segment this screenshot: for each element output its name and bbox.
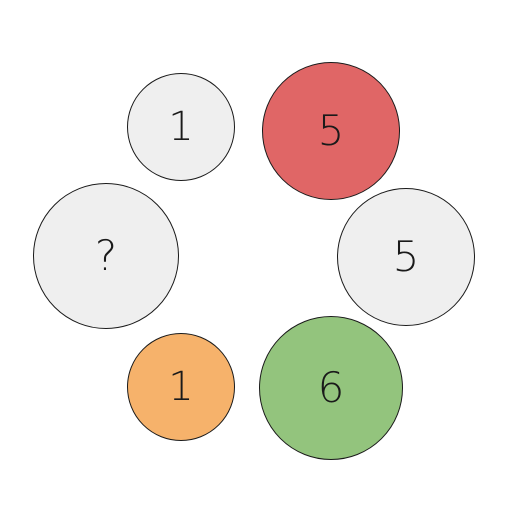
circle-top-right[interactable]: 5	[262, 62, 400, 200]
circle-bottom-left-number: 1	[168, 364, 194, 410]
circle-mid-left-question-mark: ?	[94, 231, 118, 280]
circle-top-left[interactable]: 1	[127, 73, 235, 181]
circle-bottom-left[interactable]: 1	[127, 333, 235, 441]
circle-top-left-number: 1	[168, 104, 194, 150]
circle-mid-left-unknown[interactable]: ?	[33, 183, 179, 329]
circle-bottom-right-number: 6	[317, 363, 345, 412]
circle-bottom-right[interactable]: 6	[259, 316, 403, 460]
circle-top-right-number: 5	[317, 106, 345, 155]
circle-mid-right-number: 5	[392, 232, 420, 281]
circle-mid-right[interactable]: 5	[337, 188, 475, 326]
